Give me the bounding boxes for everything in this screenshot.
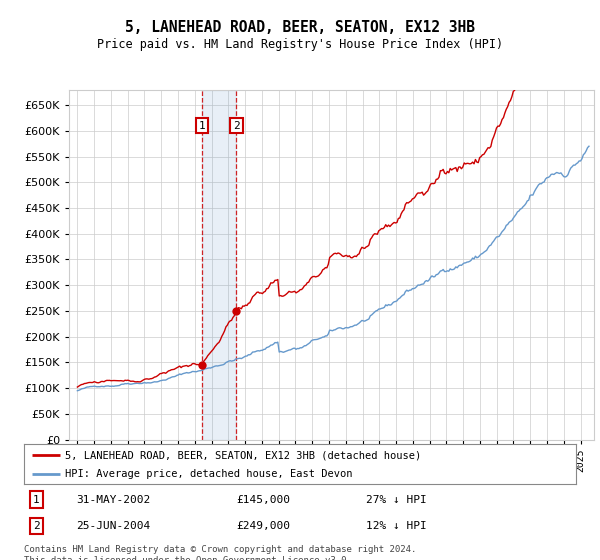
Text: 12% ↓ HPI: 12% ↓ HPI (366, 521, 427, 531)
Text: 25-JUN-2004: 25-JUN-2004 (76, 521, 151, 531)
Text: 1: 1 (199, 120, 205, 130)
Text: Price paid vs. HM Land Registry's House Price Index (HPI): Price paid vs. HM Land Registry's House … (97, 38, 503, 51)
Text: 27% ↓ HPI: 27% ↓ HPI (366, 494, 427, 505)
Bar (202, 90, 236, 440)
Text: 2: 2 (233, 120, 240, 130)
Text: 5, LANEHEAD ROAD, BEER, SEATON, EX12 3HB (detached house): 5, LANEHEAD ROAD, BEER, SEATON, EX12 3HB… (65, 450, 422, 460)
Text: 1: 1 (33, 494, 40, 505)
Text: Contains HM Land Registry data © Crown copyright and database right 2024.
This d: Contains HM Land Registry data © Crown c… (24, 545, 416, 560)
Text: 31-MAY-2002: 31-MAY-2002 (76, 494, 151, 505)
Text: HPI: Average price, detached house, East Devon: HPI: Average price, detached house, East… (65, 469, 353, 479)
Text: £249,000: £249,000 (236, 521, 290, 531)
Text: 2: 2 (33, 521, 40, 531)
Text: £145,000: £145,000 (236, 494, 290, 505)
Text: 5, LANEHEAD ROAD, BEER, SEATON, EX12 3HB: 5, LANEHEAD ROAD, BEER, SEATON, EX12 3HB (125, 20, 475, 35)
